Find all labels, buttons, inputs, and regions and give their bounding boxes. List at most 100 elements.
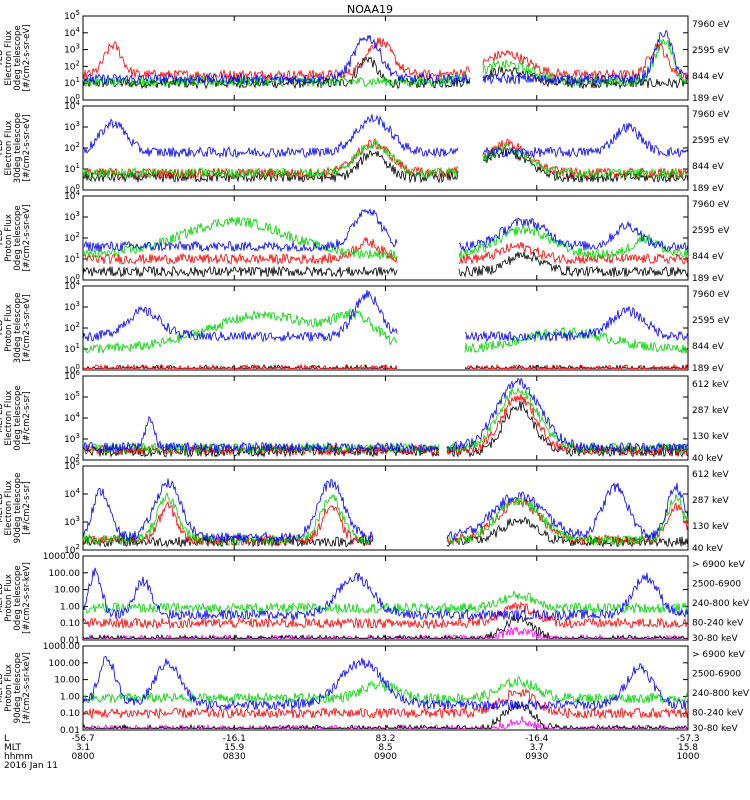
legend-entry: 189 eV — [692, 274, 725, 284]
series-line-green — [82, 216, 689, 261]
y-axis-label-line: TED — [0, 139, 5, 158]
y-tick-label: 102 — [64, 141, 80, 154]
x-tick-label: -16.1 — [223, 734, 246, 744]
y-tick-label: 0.10 — [60, 619, 80, 629]
y-axis-label: MEPEDProton Flux90deg telescope[#/cm2-s-… — [0, 652, 32, 724]
series-line-blue — [82, 655, 689, 711]
y-axis-label-line: Proton Flux — [4, 304, 14, 352]
legend-entry: 30-80 keV — [692, 634, 738, 644]
legend-entry: 7960 eV — [692, 20, 730, 30]
x-tick-label: 3.7 — [530, 743, 544, 753]
y-tick-label: 104 — [64, 411, 80, 424]
legend-entry: 2500-6900 — [692, 670, 741, 680]
y-axis-label-line: Electron Flux — [4, 30, 14, 85]
series-line-blue — [82, 208, 689, 253]
panel-frame — [82, 15, 689, 101]
y-axis-label-line: Electron Flux — [4, 120, 14, 175]
panel-ted-proton-0deg: 100 101 102 103 104 TEDProton Flux0deg telesc… — [0, 189, 730, 286]
y-tick-label: 102 — [64, 231, 80, 244]
y-tick-label: 103 — [64, 43, 80, 56]
legend-entry: 40 keV — [692, 544, 724, 554]
legend-entry: 240-800 keV — [692, 689, 750, 699]
x-tick-label: 0930 — [525, 752, 548, 762]
legend-entry: 189 eV — [692, 184, 725, 194]
panel-frame — [82, 645, 689, 731]
panel-ted-electron-0deg: 100 101 102 103 104 105 TEDElectron Flux0deg t… — [0, 9, 730, 106]
panel-meped-electron-0deg: 102 103 104 105 106 MEPEDElectron Flux0deg te… — [0, 369, 729, 466]
y-axis-label-line: TED — [0, 229, 5, 248]
y-tick-label: 10.00 — [54, 586, 80, 596]
y-tick-label: 104 — [64, 189, 80, 202]
series-line-black — [82, 701, 688, 730]
x-tick-label: 3.1 — [76, 743, 90, 753]
y-tick-label: 103 — [64, 515, 80, 528]
y-tick-label: 104 — [64, 279, 80, 292]
y-axis-label: TEDElectron Flux0deg telescope[#/cm2-s-s… — [0, 24, 32, 91]
y-tick-label: 101 — [64, 342, 80, 355]
series-line-red — [82, 687, 689, 720]
legend-entry: 189 eV — [692, 94, 725, 104]
y-tick-label: 106 — [64, 369, 80, 382]
legend-entry: 844 eV — [692, 72, 725, 82]
y-tick-label: 102 — [64, 321, 80, 334]
y-tick-label: 10.00 — [54, 676, 80, 686]
x-row-label: hhmm — [4, 752, 33, 762]
y-tick-label: 100 — [64, 363, 80, 376]
series-line-blue — [82, 478, 689, 544]
legend-entry: 7960 eV — [692, 200, 730, 210]
y-tick-label: 100 — [64, 183, 80, 196]
y-axis-label-line: [#/cm2-s-sr-eV] — [22, 204, 32, 271]
y-axis-label: MEPEDElectron Flux90deg telescope[#/cm2-… — [0, 473, 32, 544]
panel-ted-proton-30deg: 100 101 102 103 104 TEDProton Flux30deg teles… — [0, 279, 730, 376]
y-tick-label: 105 — [64, 459, 80, 472]
y-axis-label: TEDElectron Flux30deg telescope[#/cm2-s-… — [0, 113, 32, 184]
series-line-blue — [82, 114, 689, 159]
y-tick-label: 103 — [64, 210, 80, 223]
y-tick-label: 1.00 — [60, 692, 80, 702]
series-line-green — [82, 675, 689, 705]
panel-meped-electron-90deg: 102 103 104 105 MEPEDElectron Flux90deg tele… — [0, 459, 729, 556]
legend-entry: 7960 eV — [692, 110, 730, 120]
legend-entry: 2595 eV — [692, 46, 730, 56]
legend-entry: 844 eV — [692, 342, 725, 352]
x-tick-label: 15.8 — [678, 743, 698, 753]
y-axis-label-line: [#/cm2-s-sr-keV] — [22, 652, 32, 724]
x-row-label: L — [4, 734, 9, 744]
y-tick-label: 103 — [64, 432, 80, 445]
x-tick-label: -56.7 — [71, 734, 94, 744]
legend-entry: > 6900 keV — [692, 560, 746, 570]
y-tick-label: 100 — [64, 273, 80, 286]
y-tick-label: 102 — [64, 59, 80, 72]
y-tick-label: 102 — [64, 543, 80, 556]
y-axis-label-line: TED — [0, 49, 5, 68]
y-axis-label-line: [#/cm2-s-sr-eV] — [22, 24, 32, 91]
y-axis-label-line: [#/cm2-s-sr-eV] — [22, 114, 32, 181]
legend-entry: 240-800 keV — [692, 599, 750, 609]
legend-entry: > 6900 keV — [692, 650, 746, 660]
x-tick-label: 1000 — [677, 752, 700, 762]
legend-entry: 844 eV — [692, 252, 725, 262]
series-line-blue — [82, 377, 689, 454]
y-axis-label: TEDProton Flux0deg telescope[#/cm2-s-sr-… — [0, 204, 32, 271]
y-axis-label: MEPEDProton Flux0deg telescope[#/cm2-s-s… — [0, 562, 32, 634]
legend-entry: 287 keV — [692, 496, 729, 506]
chart-title: NOAA19 — [347, 3, 393, 16]
series-line-black — [82, 251, 689, 279]
series-line-red — [82, 37, 689, 82]
y-tick-label: 103 — [64, 120, 80, 133]
y-axis-label-line: Proton Flux — [4, 214, 14, 262]
x-tick-label: 8.5 — [378, 743, 392, 753]
y-tick-label: 1000.00 — [43, 642, 80, 652]
legend-entry: 2595 eV — [692, 226, 730, 236]
y-axis-label-line: [#/cm2-s-sr-keV] — [22, 562, 32, 634]
y-tick-label: 104 — [64, 487, 80, 500]
y-tick-label: 103 — [64, 300, 80, 313]
y-axis-label-line: MEPED — [0, 673, 5, 703]
y-axis-label-line: Electron Flux — [4, 390, 14, 445]
y-axis-label: TEDProton Flux30deg telescope[#/cm2-s-sr… — [0, 293, 32, 364]
y-tick-label: 105 — [64, 390, 80, 403]
series-line-blue — [82, 29, 689, 86]
y-tick-label: 105 — [64, 9, 80, 22]
